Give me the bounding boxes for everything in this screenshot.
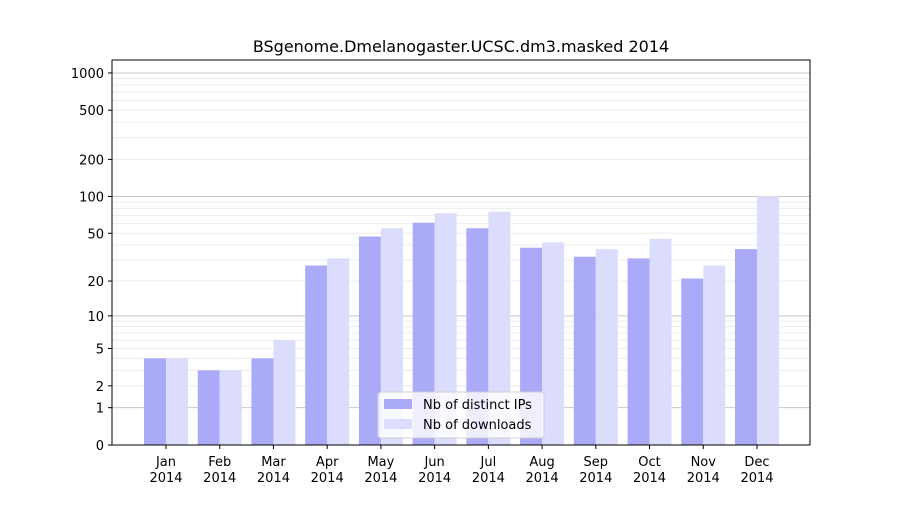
- x-tick-month: Nov: [691, 455, 717, 470]
- legend-swatch: [384, 419, 412, 429]
- y-tick-label: 100: [79, 190, 104, 205]
- bar-ips: [144, 358, 166, 445]
- y-tick-label: 1000: [71, 67, 104, 82]
- x-tick-month: Sep: [584, 455, 609, 470]
- bar-downloads: [488, 211, 511, 445]
- bar-downloads: [380, 228, 403, 445]
- x-tick-label: Jun 2014: [418, 455, 451, 486]
- legend-label: Nb of distinct IPs: [423, 398, 532, 413]
- bar-ips: [305, 265, 328, 445]
- y-tick-label: 500: [79, 104, 104, 119]
- x-tick-year: 2014: [311, 471, 344, 486]
- x-tick-label: Oct 2014: [633, 455, 666, 486]
- bar-downloads: [327, 258, 350, 445]
- plot-frame: [111, 59, 811, 446]
- bar-ips: [358, 236, 381, 445]
- x-tick-month: Jun: [423, 455, 444, 470]
- bar-downloads: [434, 213, 457, 445]
- x-tick-label: May 2014: [364, 455, 397, 486]
- y-tick-label: 20: [87, 275, 104, 290]
- bar-downloads: [649, 238, 672, 445]
- x-tick-year: 2014: [740, 471, 773, 486]
- x-tick-year: 2014: [526, 471, 559, 486]
- x-tick-month: May: [367, 455, 394, 470]
- chart-title: BSgenome.Dmelanogaster.UCSC.dm3.masked 2…: [253, 37, 669, 56]
- x-tick-label: Nov 2014: [687, 455, 720, 486]
- x-tick-month: Mar: [261, 455, 286, 470]
- x-tick-label: Sep 2014: [579, 455, 612, 486]
- bar-ips: [197, 370, 220, 445]
- y-tick-label: 200: [79, 153, 104, 168]
- x-tick-month: Apr: [316, 455, 339, 470]
- x-tick-year: 2014: [633, 471, 666, 486]
- bar-downloads: [542, 242, 565, 445]
- x-tick-month: Dec: [744, 455, 769, 470]
- bar-downloads: [219, 370, 242, 445]
- x-tick-label: Dec 2014: [740, 455, 773, 486]
- y-tick-label: 50: [87, 227, 104, 242]
- x-tick-month: Feb: [208, 455, 231, 470]
- x-tick-month: Aug: [529, 455, 554, 470]
- x-tick-year: 2014: [687, 471, 720, 486]
- x-tick-label: Jan 2014: [149, 455, 182, 486]
- bar-downloads: [757, 195, 779, 445]
- bar-ips: [735, 249, 757, 445]
- y-tick-label: 1: [96, 402, 104, 417]
- y-tick-label: 0: [96, 439, 104, 454]
- y-tick-label: 2: [96, 380, 104, 395]
- bar-downloads: [595, 249, 618, 445]
- x-tick-label: Mar 2014: [257, 455, 290, 486]
- x-tick-label: Apr 2014: [311, 455, 344, 486]
- bar-ips: [573, 256, 596, 445]
- y-tick-label: 5: [96, 343, 104, 358]
- x-tick-year: 2014: [257, 471, 290, 486]
- x-tick-label: Jul 2014: [472, 455, 505, 486]
- bar-downloads: [703, 265, 726, 445]
- x-tick-year: 2014: [149, 471, 182, 486]
- bar-ips: [251, 358, 274, 445]
- bar-downloads: [166, 358, 188, 445]
- x-tick-year: 2014: [579, 471, 612, 486]
- x-tick-year: 2014: [203, 471, 236, 486]
- x-tick-year: 2014: [418, 471, 451, 486]
- x-tick-label: Feb 2014: [203, 455, 236, 486]
- legend-label: Nb of downloads: [423, 418, 532, 433]
- x-tick-year: 2014: [472, 471, 505, 486]
- x-tick-month: Oct: [638, 455, 660, 470]
- bar-ips: [466, 228, 489, 445]
- x-tick-month: Jan: [155, 455, 176, 470]
- y-tick-label: 10: [87, 310, 104, 325]
- bar-ips: [627, 258, 650, 445]
- bar-downloads: [273, 340, 296, 445]
- bar-ips: [412, 222, 435, 445]
- x-tick-year: 2014: [364, 471, 397, 486]
- x-tick-label: Aug 2014: [526, 455, 559, 486]
- x-tick-month: Jul: [480, 455, 497, 470]
- bar-ips: [681, 278, 704, 445]
- legend-swatch: [384, 399, 412, 409]
- legend-box: [377, 391, 545, 439]
